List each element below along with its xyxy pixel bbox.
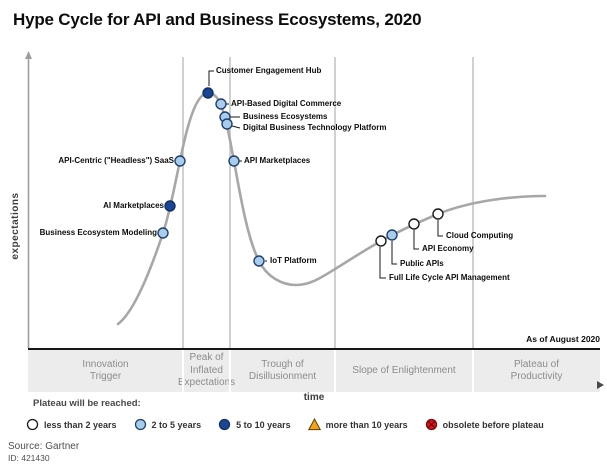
phase-band: Innovation Trigger Peak of Inflated Expec… [28, 348, 600, 392]
leader-line [391, 241, 397, 265]
band-divider [182, 350, 184, 392]
data-point [432, 208, 444, 220]
phase-divider-lines [182, 57, 474, 348]
legend-circle-white-icon [26, 418, 39, 431]
phase-label: Plateau of Productivity [510, 358, 563, 383]
data-point [228, 155, 240, 167]
page-title: Hype Cycle for API and Business Ecosyste… [13, 10, 422, 29]
phase-label: Innovation Trigger [82, 358, 129, 383]
data-point [386, 229, 398, 241]
legend-heading: Plateau will be reached: [33, 398, 141, 409]
data-point [408, 218, 420, 230]
legend-item-label: 5 to 10 years [236, 419, 291, 430]
phase-label: Trough of Disillusionment [248, 358, 317, 383]
data-points [157, 87, 444, 267]
phase-label: Peak of Inflated Expectations [177, 352, 236, 389]
legend-item: less than 2 years [26, 418, 117, 431]
data-point [375, 235, 387, 247]
band-divider [229, 350, 231, 392]
data-point [215, 98, 227, 110]
as-of-date: As of August 2020 [526, 334, 600, 344]
phase-label: Slope of Enlightenment [352, 364, 456, 376]
document-id: ID: 421430 [8, 453, 50, 463]
leader-line [231, 125, 241, 129]
legend-item-label: obsolete before plateau [442, 419, 544, 430]
leader-line [208, 70, 214, 86]
data-point [202, 87, 214, 99]
legend-item: 2 to 5 years [134, 418, 202, 431]
data-point [174, 155, 186, 167]
legend-circle-x-red-icon [425, 418, 437, 431]
leader-line [437, 220, 443, 237]
leader-line [379, 247, 386, 279]
legend-triangle-orange-icon [307, 418, 321, 431]
legend-item-label: less than 2 years [44, 419, 117, 430]
band-divider [472, 350, 474, 392]
data-point [253, 255, 265, 267]
x-axis-label: time [303, 392, 325, 403]
legend-item: 5 to 10 years [218, 418, 291, 431]
legend-item-label: more than 10 years [325, 419, 408, 430]
hype-curve [116, 91, 547, 326]
band-divider [334, 350, 336, 392]
legend-item: obsolete before plateau [425, 418, 544, 431]
legend-row: less than 2 years 2 to 5 years 5 to 10 yea… [26, 418, 586, 431]
source-text: Source: Gartner [8, 441, 80, 452]
legend-item-label: 2 to 5 years [151, 419, 202, 430]
legend: Plateau will be reached: less than 2 yea… [26, 398, 586, 431]
legend-circle-darkblue-icon [218, 418, 231, 431]
legend-circle-lightblue-icon [134, 418, 146, 431]
data-point [164, 200, 176, 212]
y-axis-label: expectations [10, 192, 21, 260]
y-axis-arrow-icon [25, 51, 32, 59]
data-point [157, 227, 169, 239]
leader-lines [208, 70, 443, 279]
footer: Source: Gartner ID: 421430 [8, 441, 79, 463]
legend-item: more than 10 years [307, 418, 408, 431]
data-point [221, 118, 233, 130]
leader-line [413, 230, 419, 250]
x-axis-arrow-icon [597, 381, 604, 389]
